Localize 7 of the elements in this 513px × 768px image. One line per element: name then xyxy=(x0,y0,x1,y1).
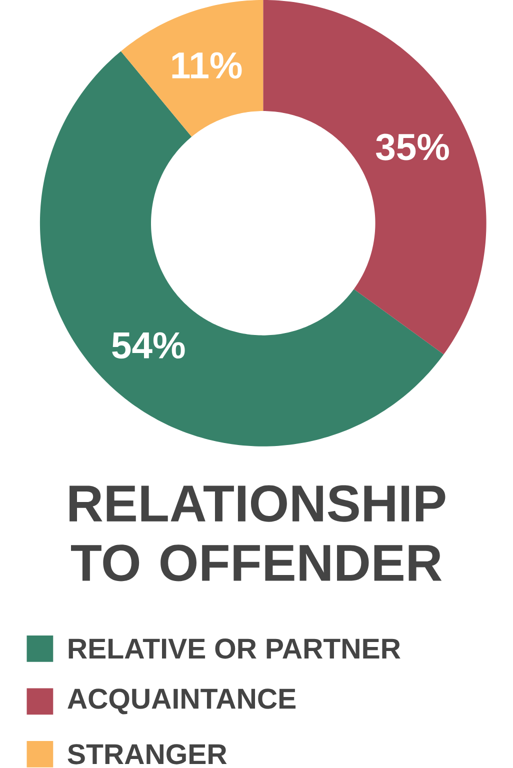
legend-label: RELATIVE OR PARTNER xyxy=(68,638,400,659)
data-label: 11% xyxy=(172,52,242,79)
data-label: 54% xyxy=(112,332,185,359)
text: RELATIONSHIP TO OFFENDER xyxy=(70,485,446,582)
data-label: 35% xyxy=(376,134,449,160)
legend-label: STRANGER xyxy=(68,744,227,764)
legend-label: ACQUAINTANCE xyxy=(68,688,296,714)
